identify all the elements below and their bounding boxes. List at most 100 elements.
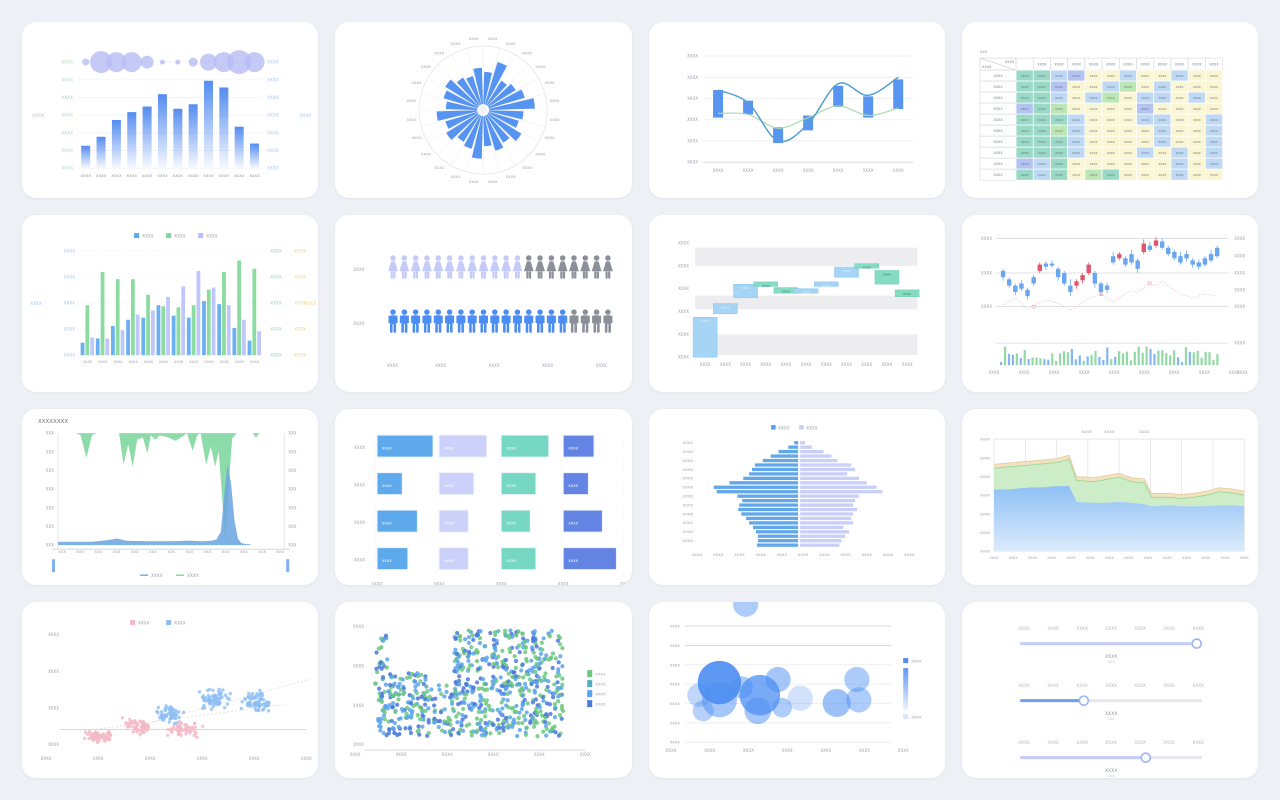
svg-text:XXXX: XXXX <box>568 446 578 450</box>
svg-text:XXXX: XXXX <box>1158 85 1166 89</box>
svg-text:XXX: XXX <box>1107 717 1115 721</box>
plot: XXXX XXXX XXXX XXXX XXXX XXXX XXXX XXXX XXXX XXXX… <box>30 233 316 364</box>
svg-text:XXXX: XXXX <box>904 551 915 556</box>
svg-text:XXXX: XXXX <box>1201 556 1211 560</box>
svg-text:XXXX: XXXX <box>687 54 698 59</box>
svg-text:XXXX: XXXX <box>1141 151 1149 155</box>
svg-text:XXXX: XXXX <box>669 720 680 725</box>
svg-text:XXXX: XXXX <box>1089 140 1097 144</box>
svg-text:XXXX: XXXX <box>1047 683 1059 688</box>
svg-text:XXXX: XXXX <box>859 748 870 753</box>
svg-text:XXXX: XXXX <box>219 173 230 178</box>
svg-text:XXXX: XXXX <box>1158 107 1166 111</box>
sliders-card[interactable]: XXXX XXXX XXXX XXXX XXXX XXXX XXXX XXXX XXX XXXX X… <box>961 601 1258 778</box>
svg-text:XXXX: XXXX <box>1141 74 1149 78</box>
svg-text:XXXX: XXXX <box>267 113 279 119</box>
svg-text:XXXX: XXXX <box>48 669 59 674</box>
svg-text:XXX: XXX <box>113 549 121 554</box>
range-column-line-chart: XXXX XXXX XXXX XXXX XXXX XXXX XXXX XXXX XXXX XXXX… <box>687 54 913 173</box>
svg-text:XXXX: XXXX <box>721 306 729 310</box>
rose: XXXX XXXX XXXX XXXX XXXX XXXX XXXX XXXX XXXX XXXX… <box>407 37 560 184</box>
svg-text:XXXX: XXXX <box>1124 140 1132 144</box>
svg-text:XXXX: XXXX <box>159 360 169 364</box>
svg-text:XXXX: XXXX <box>1134 626 1146 631</box>
svg-text:XXXX: XXXX <box>1038 107 1046 111</box>
bar-bubble-chart: XXXX XXXX XXXX XXXX XXXX XXXX XXXX XXXX XXXX XXXX… <box>32 50 311 178</box>
svg-text:XXX: XXX <box>76 549 84 554</box>
svg-text:XXXX: XXXX <box>568 521 578 525</box>
svg-text:XXXX: XXXX <box>204 360 214 364</box>
svg-text:XXXX: XXXX <box>1124 74 1132 78</box>
svg-text:XXXX: XXXX <box>780 362 791 367</box>
svg-text:XXXX: XXXX <box>678 241 689 246</box>
svg-text:XXXX: XXXX <box>993 140 1003 144</box>
svg-text:XXXX: XXXX <box>48 705 59 710</box>
svg-text:XXXX: XXXX <box>682 475 693 480</box>
svg-text:XXXX: XXXX <box>1055 74 1063 78</box>
svg-text:XXXX: XXXX <box>1234 271 1245 276</box>
svg-text:XXXX: XXXX <box>1210 162 1218 166</box>
svg-text:XXXX: XXXX <box>305 301 317 306</box>
svg-text:XXXX: XXXX <box>550 118 560 122</box>
svg-text:XXXX: XXXX <box>1089 63 1099 67</box>
svg-text:XXXX: XXXX <box>1071 63 1081 67</box>
svg-text:XXXX: XXXX <box>1140 63 1150 67</box>
svg-text:XXXX: XXXX <box>993 173 1003 177</box>
svg-text:XXXX: XXXX <box>61 60 73 66</box>
svg-text:XXXX: XXXX <box>678 332 689 337</box>
candlestick-chart: XXXXXXXXXXXXXXXXXXXXXXXXXXXXXXXXXXXXXXXX… <box>981 236 1248 375</box>
range-column-line-chart-card: XXXX XXXX XXXX XXXX XXXX XXXX XXXX XXXX XXXX XXXX… <box>648 22 945 199</box>
svg-text:XXXX: XXXX <box>1158 118 1166 122</box>
svg-text:XXXX: XXXX <box>881 362 892 367</box>
svg-text:XXXX: XXXX <box>142 234 154 239</box>
svg-text:XXXX: XXXX <box>699 362 710 367</box>
dual-area-chart-card: XXXXXXXX XXX XXX XXX XXX XXX XXX XXX XXX XXX XXX XX… <box>22 408 319 585</box>
svg-text:XXXX: XXXX <box>1234 288 1245 293</box>
svg-text:XXXX: XXXX <box>496 581 507 585</box>
svg-text:XXXX: XXXX <box>704 748 715 753</box>
svg-text:XXXX: XXXX <box>980 456 990 460</box>
svg-text:XXXX: XXXX <box>1193 85 1201 89</box>
svg-text:XXXX: XXXX <box>568 484 578 488</box>
svg-text:XXXX: XXXX <box>1009 556 1019 560</box>
svg-text:XXXX: XXXX <box>1072 85 1080 89</box>
svg-text:XXXX: XXXX <box>98 360 108 364</box>
svg-text:XXXX: XXXX <box>989 556 999 560</box>
svg-text:XXXX: XXXX <box>1192 683 1204 688</box>
svg-text:XXX: XXX <box>204 549 212 554</box>
svg-text:XXX: XXX <box>46 467 54 472</box>
svg-text:XXXX: XXXX <box>1089 118 1097 122</box>
svg-text:XXXX: XXXX <box>1210 151 1218 155</box>
svg-text:XXXX: XXXX <box>1020 85 1028 89</box>
svg-text:XXX: XXX <box>46 523 54 528</box>
svg-text:XXXX: XXXX <box>1141 118 1149 122</box>
svg-text:XXXX: XXXX <box>113 360 123 364</box>
svg-text:XXXX: XXXX <box>41 756 52 761</box>
svg-text:XXXX: XXXX <box>1210 85 1218 89</box>
svg-text:XXXX: XXXX <box>1234 341 1245 346</box>
svg-text:XXXX: XXXX <box>267 130 279 136</box>
svg-text:XXXX: XXXX <box>550 99 560 103</box>
svg-text:XXXX: XXXX <box>96 173 107 178</box>
svg-text:XXXX: XXXX <box>903 292 911 296</box>
svg-text:XXXX: XXXX <box>819 551 830 556</box>
svg-text:XXX: XXX <box>288 430 296 435</box>
svg-text:XXXX: XXXX <box>506 484 516 488</box>
svg-text:XXXX: XXXX <box>781 748 792 753</box>
svg-text:XXX: XXX <box>46 449 54 454</box>
svg-text:XXXX: XXXX <box>1038 85 1046 89</box>
svg-text:XXXX: XXXX <box>270 301 282 306</box>
svg-text:XXXX: XXXX <box>678 309 689 314</box>
svg-text:XXXX: XXXX <box>354 321 365 326</box>
svg-text:XXXX: XXXX <box>1124 107 1132 111</box>
svg-text:XXXX: XXXX <box>678 286 689 291</box>
svg-text:XXXX: XXXX <box>536 65 546 69</box>
svg-text:XXXX: XXXX <box>1106 63 1116 67</box>
svg-text:XXXX: XXXX <box>1020 74 1028 78</box>
stacked-area-chart-card: XXXX XXXX XXXX XXXX XXXX XXXX XXXX XXXX XXXX XXXX… <box>961 408 1258 585</box>
svg-text:XXXX: XXXX <box>1047 626 1059 631</box>
svg-text:XXXX: XXXX <box>61 166 73 172</box>
svg-text:XXXX: XXXX <box>1055 107 1063 111</box>
